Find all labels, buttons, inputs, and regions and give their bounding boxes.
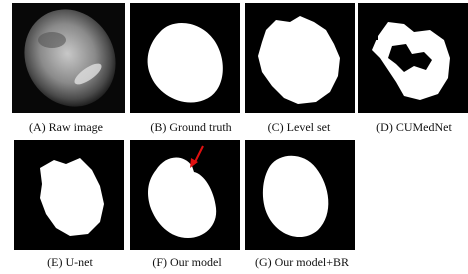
panel-our-model-br bbox=[245, 140, 355, 250]
caption: (E) U-net bbox=[47, 255, 93, 269]
caption: (C) Level set bbox=[268, 120, 331, 134]
panel-level-set bbox=[245, 3, 355, 113]
caption: (A) Raw image bbox=[29, 120, 103, 134]
caption: (G) Our model+BR bbox=[255, 255, 349, 269]
panel-ground-truth bbox=[130, 3, 240, 113]
panel-cumednet bbox=[358, 3, 468, 113]
panel-raw bbox=[7, 0, 133, 123]
caption: (B) Ground truth bbox=[150, 120, 231, 134]
caption: (D) CUMedNet bbox=[376, 120, 452, 134]
caption: (F) Our model bbox=[152, 255, 222, 269]
panel-our-model bbox=[130, 140, 240, 250]
panel-u-net bbox=[14, 140, 124, 250]
figure: (A) Raw image (B) Ground truth (C) Level… bbox=[0, 0, 468, 274]
